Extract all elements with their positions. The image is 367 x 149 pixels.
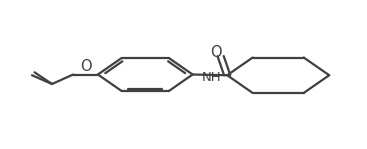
Text: O: O [210, 45, 222, 60]
Text: NH: NH [202, 71, 222, 84]
Text: O: O [80, 59, 91, 74]
